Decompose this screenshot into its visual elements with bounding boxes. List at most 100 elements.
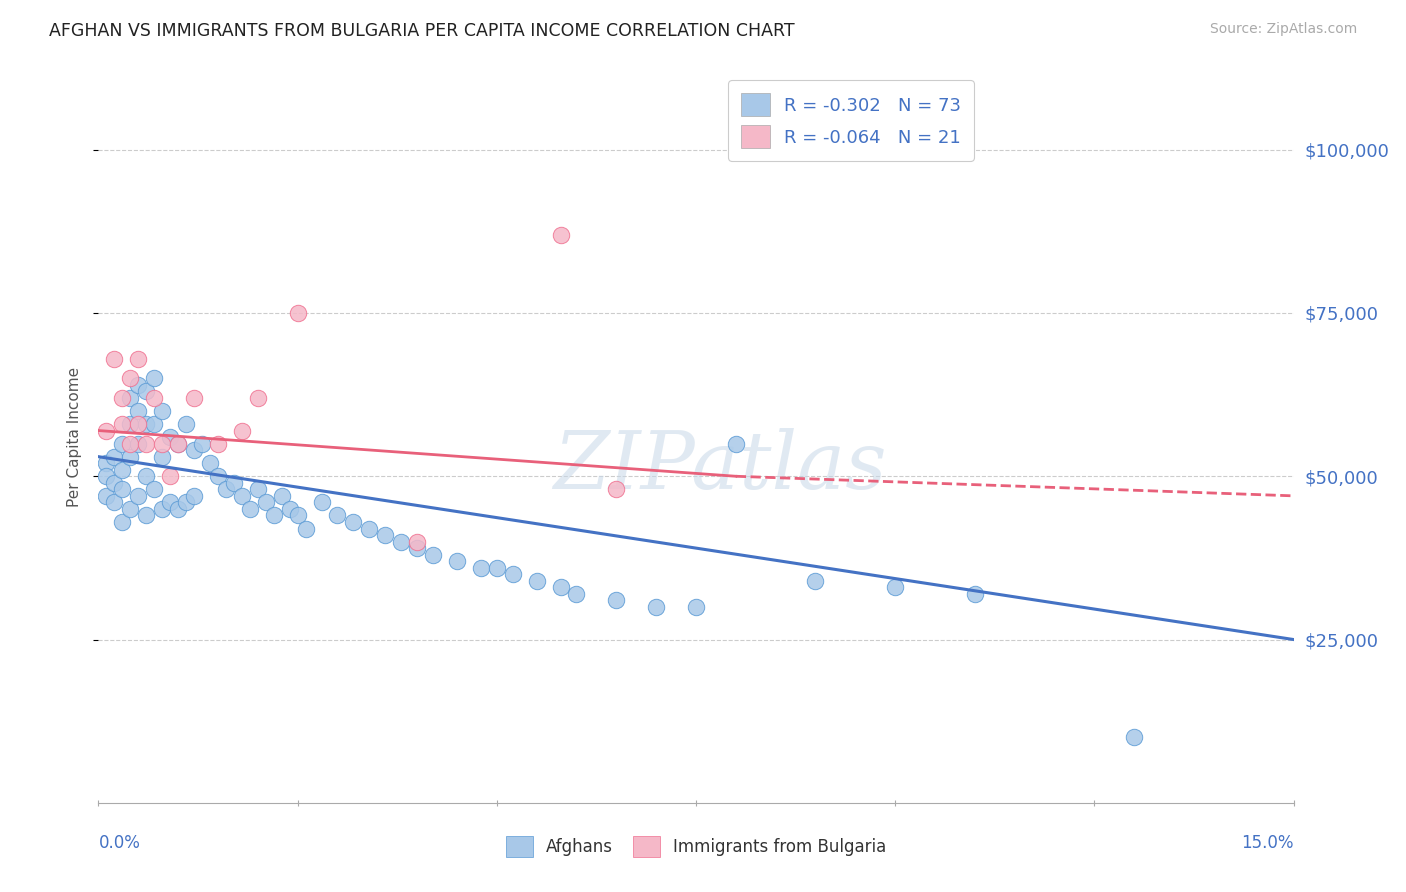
Point: [135, 384, 157, 399]
Point: [174, 417, 197, 431]
Point: [120, 450, 142, 464]
Point: [150, 450, 173, 464]
Point: [159, 469, 181, 483]
Point: [143, 417, 166, 431]
Point: [207, 436, 229, 450]
Point: [159, 430, 181, 444]
Point: [470, 560, 492, 574]
Point: [406, 534, 429, 549]
Point: [127, 436, 149, 450]
Point: [254, 495, 277, 509]
Point: [143, 391, 166, 405]
Point: [605, 593, 627, 607]
Point: [135, 469, 157, 483]
Text: Source: ZipAtlas.com: Source: ZipAtlas.com: [1209, 22, 1357, 37]
Point: [103, 351, 125, 366]
Point: [127, 351, 149, 366]
Point: [103, 450, 125, 464]
Point: [103, 495, 125, 509]
Point: [183, 391, 205, 405]
Point: [150, 502, 173, 516]
Point: [127, 377, 149, 392]
Point: [239, 502, 262, 516]
Legend: Afghans, Immigrants from Bulgaria: Afghans, Immigrants from Bulgaria: [499, 830, 893, 864]
Point: [135, 417, 157, 431]
Point: [502, 567, 524, 582]
Point: [111, 391, 134, 405]
Point: [270, 489, 292, 503]
Text: 0.0%: 0.0%: [98, 834, 141, 852]
Point: [685, 599, 707, 614]
Point: [359, 521, 381, 535]
Point: [127, 417, 149, 431]
Point: [143, 483, 166, 497]
Point: [111, 515, 134, 529]
Point: [111, 483, 134, 497]
Point: [963, 587, 986, 601]
Point: [406, 541, 429, 555]
Point: [526, 574, 548, 588]
Text: 15.0%: 15.0%: [1241, 834, 1294, 852]
Point: [374, 528, 396, 542]
Point: [263, 508, 285, 523]
Point: [135, 436, 157, 450]
Point: [389, 534, 412, 549]
Point: [645, 599, 668, 614]
Point: [120, 436, 142, 450]
Point: [96, 469, 118, 483]
Point: [287, 306, 309, 320]
Point: [215, 483, 238, 497]
Point: [605, 483, 627, 497]
Point: [127, 404, 149, 418]
Point: [96, 424, 118, 438]
Point: [207, 469, 229, 483]
Point: [804, 574, 827, 588]
Point: [311, 495, 333, 509]
Point: [565, 587, 588, 601]
Point: [550, 580, 572, 594]
Point: [150, 436, 173, 450]
Point: [103, 475, 125, 490]
Point: [183, 489, 205, 503]
Point: [724, 436, 747, 450]
Point: [246, 391, 269, 405]
Text: ZIPatlas: ZIPatlas: [553, 427, 887, 505]
Point: [111, 417, 134, 431]
Point: [127, 489, 149, 503]
Point: [198, 456, 221, 470]
Point: [246, 483, 269, 497]
Point: [111, 436, 134, 450]
Point: [326, 508, 349, 523]
Point: [120, 391, 142, 405]
Point: [222, 475, 245, 490]
Point: [550, 227, 572, 242]
Point: [342, 515, 364, 529]
Point: [159, 495, 181, 509]
Point: [485, 560, 508, 574]
Point: [231, 489, 253, 503]
Point: [1123, 731, 1146, 745]
Point: [167, 436, 190, 450]
Point: [96, 489, 118, 503]
Point: [150, 404, 173, 418]
Point: [120, 502, 142, 516]
Point: [278, 502, 301, 516]
Point: [167, 502, 190, 516]
Y-axis label: Per Capita Income: Per Capita Income: [67, 367, 83, 508]
Point: [167, 436, 190, 450]
Point: [120, 417, 142, 431]
Point: [191, 436, 214, 450]
Point: [111, 463, 134, 477]
Point: [884, 580, 907, 594]
Point: [96, 456, 118, 470]
Point: [135, 508, 157, 523]
Point: [120, 371, 142, 385]
Point: [294, 521, 316, 535]
Point: [287, 508, 309, 523]
Point: [143, 371, 166, 385]
Point: [422, 548, 444, 562]
Point: [183, 443, 205, 458]
Point: [231, 424, 253, 438]
Point: [174, 495, 197, 509]
Point: [446, 554, 468, 568]
